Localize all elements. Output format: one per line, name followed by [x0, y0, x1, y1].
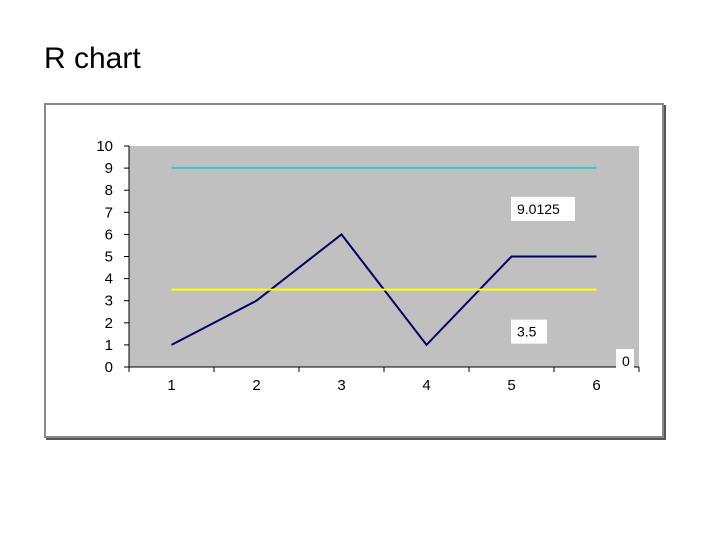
data-label-box: [616, 349, 634, 373]
data-label-box: [511, 196, 575, 221]
data-label: 3.5: [517, 324, 537, 340]
x-tick-label: 5: [507, 377, 515, 394]
data-label: 0: [622, 353, 630, 369]
y-tick-label: 1: [105, 337, 113, 354]
data-label-box: [511, 319, 547, 344]
x-tick-label: 1: [167, 377, 175, 394]
slide-title: R chart: [44, 42, 141, 75]
x-tick-label: 4: [422, 377, 430, 394]
y-tick-label: 2: [105, 315, 113, 332]
r-chart: 0 1 2 3 4 5 6 7 8 9 10 1 2 3 4 5 6 9.0125 3.5 0: [96, 138, 640, 394]
y-tick-label: 0: [105, 359, 113, 376]
y-tick-label: 8: [105, 182, 113, 199]
y-tick-label: 7: [105, 204, 113, 221]
x-tick-label: 3: [337, 377, 345, 394]
y-tick-label: 4: [105, 271, 113, 288]
x-tick-label: 2: [252, 377, 260, 394]
y-tick-label: 10: [96, 138, 113, 155]
chart-frame: 0 1 2 3 4 5 6 7 8 9 10 1 2 3 4 5 6 9.0125 3.5 0: [44, 103, 664, 438]
x-tick-label: 6: [592, 377, 600, 394]
data-label: 9.0125: [517, 201, 560, 217]
y-tick-label: 6: [105, 226, 113, 243]
y-tick-label: 9: [105, 160, 113, 177]
y-tick-label: 5: [105, 249, 113, 266]
y-tick-label: 3: [105, 293, 113, 310]
